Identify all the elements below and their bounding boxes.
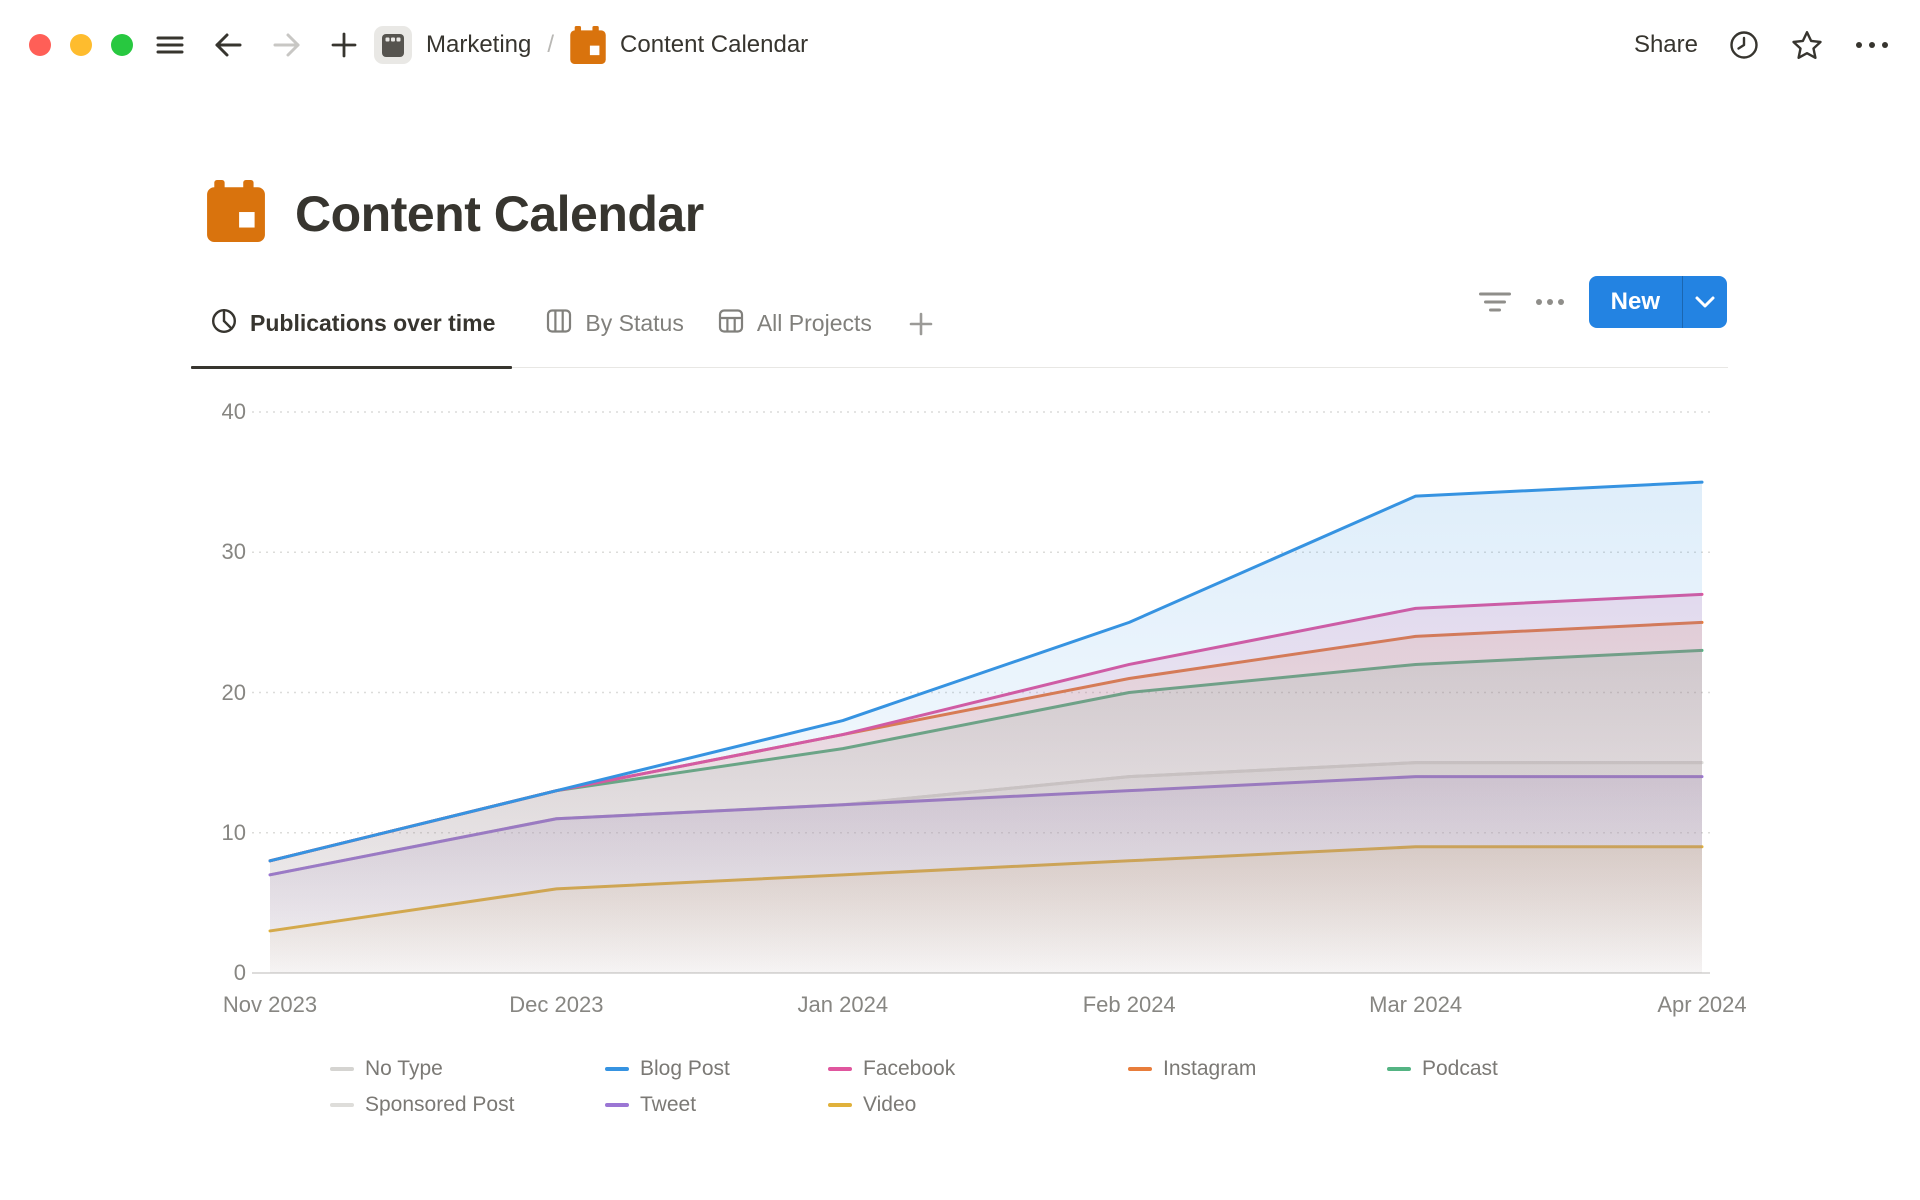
- legend-swatch: [828, 1103, 852, 1107]
- x-axis-tick: Dec 2023: [509, 992, 604, 1017]
- new-button-divider: [1682, 276, 1683, 328]
- series-line-blog-post: [268, 480, 1704, 863]
- legend-item-podcast[interactable]: Podcast: [1387, 1056, 1627, 1082]
- clapperboard-tile-icon[interactable]: [374, 26, 412, 64]
- tab-by-status[interactable]: By Status: [546, 280, 684, 367]
- plus-icon[interactable]: [330, 31, 358, 59]
- breadcrumb-page[interactable]: Content Calendar: [620, 31, 809, 58]
- legend-label: Video: [863, 1093, 917, 1116]
- legend-item-instagram[interactable]: Instagram: [1128, 1056, 1387, 1082]
- y-axis-tick: 40: [221, 399, 246, 424]
- ellipsis-icon[interactable]: [1535, 298, 1565, 306]
- tab-label: By Status: [585, 310, 684, 336]
- ellipsis-icon[interactable]: [1854, 40, 1890, 50]
- tab-publications-over-time[interactable]: Publications over time: [191, 280, 513, 369]
- new-button-label: New: [1610, 288, 1660, 315]
- calendar-icon: [570, 26, 606, 64]
- legend-item-tweet[interactable]: Tweet: [605, 1092, 828, 1118]
- breadcrumb-separator: /: [547, 31, 555, 58]
- legend-swatch: [828, 1067, 852, 1071]
- legend-swatch: [330, 1067, 354, 1071]
- minimize-window-button[interactable]: [70, 34, 92, 56]
- table-icon: [718, 308, 744, 340]
- legend-label: Sponsored Post: [365, 1093, 515, 1116]
- chart-plot-area: [252, 411, 1710, 974]
- back-arrow-icon[interactable]: [212, 30, 244, 60]
- history-clock-icon[interactable]: [1728, 29, 1760, 61]
- legend-swatch: [330, 1103, 354, 1107]
- legend-swatch: [1128, 1067, 1152, 1071]
- y-axis-tick: 20: [221, 679, 246, 705]
- legend-item-video[interactable]: Video: [828, 1092, 1128, 1118]
- star-icon[interactable]: [1790, 29, 1824, 62]
- legend-swatch: [605, 1103, 629, 1107]
- chevron-down-icon[interactable]: [1683, 276, 1727, 328]
- tab-all-projects[interactable]: All Projects: [718, 280, 872, 367]
- view-tabs-bar: Publications over time By Status All Pro…: [191, 280, 1728, 369]
- zoom-window-button[interactable]: [111, 34, 133, 56]
- legend-item-facebook[interactable]: Facebook: [828, 1056, 1128, 1082]
- legend-item-blog-post[interactable]: Blog Post: [605, 1056, 828, 1082]
- legend-label: Instagram: [1163, 1057, 1257, 1080]
- series-area-blog-post: [270, 482, 1702, 973]
- y-axis-tick: 10: [221, 819, 246, 845]
- share-button[interactable]: Share: [1633, 31, 1698, 58]
- x-axis-tick: Mar 2024: [1369, 992, 1463, 1017]
- traffic-lights: [29, 34, 133, 56]
- x-axis-tick: Feb 2024: [1082, 992, 1176, 1017]
- legend-item-sponsored-post[interactable]: Sponsored Post: [330, 1092, 605, 1118]
- calendar-icon[interactable]: [207, 180, 265, 247]
- chart-legend: No Type Blog Post Facebook Instagram Podcast…: [330, 1056, 1627, 1118]
- legend-label: Tweet: [640, 1093, 697, 1116]
- x-axis-tick: Jan 2024: [797, 992, 889, 1017]
- new-button[interactable]: New: [1588, 276, 1727, 328]
- forward-arrow-icon[interactable]: [271, 30, 303, 60]
- breadcrumb: Marketing / Content Calendar: [374, 0, 808, 90]
- pie-chart-icon: [211, 308, 237, 340]
- legend-swatch: [605, 1067, 629, 1071]
- page-title: Content Calendar: [295, 185, 704, 242]
- x-axis-tick: Apr 2024: [1657, 992, 1747, 1017]
- y-axis-tick: 30: [221, 539, 246, 565]
- legend-item-no-type[interactable]: No Type: [330, 1056, 605, 1082]
- add-view-plus-icon[interactable]: [908, 311, 934, 337]
- breadcrumb-workspace[interactable]: Marketing: [426, 31, 532, 58]
- window-titlebar: Marketing / Content Calendar Share: [0, 0, 1920, 90]
- legend-swatch: [1387, 1067, 1411, 1071]
- y-axis-tick: 0: [233, 960, 246, 985]
- tab-label: Publications over time: [250, 310, 496, 336]
- legend-label: Podcast: [1422, 1057, 1498, 1080]
- x-axis-tick: Nov 2023: [222, 992, 318, 1017]
- hamburger-icon[interactable]: [155, 30, 185, 60]
- legend-label: No Type: [365, 1057, 443, 1080]
- publications-chart: No Type Blog Post Facebook Instagram Podcast…: [0, 380, 1920, 1170]
- legend-label: Facebook: [863, 1057, 956, 1080]
- close-window-button[interactable]: [29, 34, 51, 56]
- board-icon: [546, 308, 572, 340]
- filter-lines-icon[interactable]: [1478, 290, 1511, 314]
- legend-label: Blog Post: [640, 1057, 730, 1080]
- tab-label: All Projects: [756, 310, 872, 336]
